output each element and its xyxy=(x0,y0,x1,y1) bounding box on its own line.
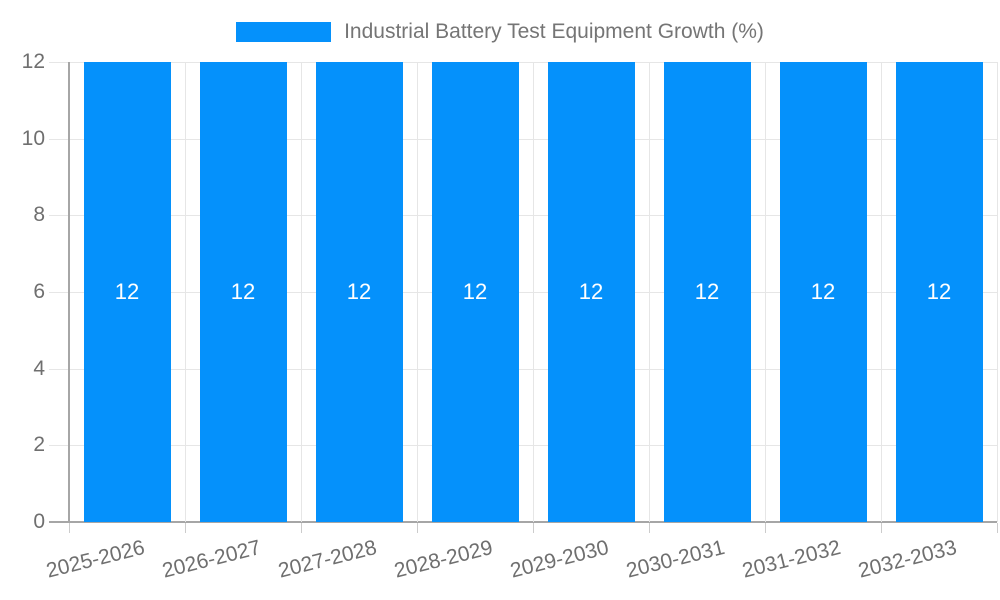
x-axis-category-label: 2030-2031 xyxy=(623,536,727,583)
x-axis-category-label: 2032-2033 xyxy=(855,536,959,583)
x-gridline xyxy=(533,62,534,522)
bar[interactable] xyxy=(547,62,635,522)
x-axis-tick xyxy=(765,523,766,533)
y-axis-line xyxy=(68,62,70,522)
x-gridline xyxy=(301,62,302,522)
y-gridline xyxy=(49,62,997,63)
bar[interactable] xyxy=(663,62,751,522)
x-axis-tick xyxy=(69,523,70,533)
x-gridline xyxy=(881,62,882,522)
x-gridline xyxy=(649,62,650,522)
bar[interactable] xyxy=(83,62,171,522)
legend: Industrial Battery Test Equipment Growth… xyxy=(0,20,1000,44)
x-axis-category-label: 2026-2027 xyxy=(159,536,263,583)
x-axis-tick xyxy=(301,523,302,533)
bar-value-label: 12 xyxy=(462,279,488,304)
y-axis-tick-label: 2 xyxy=(33,433,45,457)
x-axis-tick xyxy=(649,523,650,533)
y-gridline xyxy=(49,215,997,217)
bar[interactable] xyxy=(779,62,867,522)
x-axis-line xyxy=(49,521,997,523)
y-gridline xyxy=(49,368,997,370)
x-axis-category-label: 2025-2026 xyxy=(43,536,147,583)
y-axis-tick-label: 10 xyxy=(21,126,45,150)
y-axis-tick-label: 6 xyxy=(33,280,45,303)
x-gridline xyxy=(997,62,998,522)
bar[interactable] xyxy=(199,62,287,522)
x-gridline xyxy=(417,62,418,522)
bar-value-label: 12 xyxy=(810,279,836,304)
bar[interactable] xyxy=(315,62,403,522)
x-axis-tick xyxy=(185,523,186,533)
x-axis-tick xyxy=(417,523,418,533)
bar[interactable] xyxy=(895,62,983,522)
bar-value-label: 12 xyxy=(114,279,140,304)
y-axis-tick-label: 4 xyxy=(33,356,45,380)
x-axis-tick xyxy=(997,523,998,533)
x-axis-category-label: 2031-2032 xyxy=(739,536,843,583)
y-gridline xyxy=(49,138,997,140)
legend-swatch xyxy=(236,22,332,42)
x-axis-category-label: 2027-2028 xyxy=(275,536,379,583)
bar-value-label: 12 xyxy=(926,279,952,304)
x-gridline xyxy=(765,62,766,522)
x-gridline xyxy=(185,62,186,522)
bar-value-label: 12 xyxy=(346,279,372,304)
bar-value-label: 12 xyxy=(694,279,720,304)
y-axis-tick-label: 12 xyxy=(21,50,45,73)
bar-value-label: 12 xyxy=(578,279,604,304)
bar-value-label: 12 xyxy=(230,279,256,304)
y-axis-tick-label: 8 xyxy=(33,203,45,227)
x-axis-tick xyxy=(533,523,534,533)
legend-series-label: Industrial Battery Test Equipment Growth… xyxy=(344,20,764,43)
x-axis-category-label: 2028-2029 xyxy=(391,536,495,583)
y-gridline xyxy=(49,445,997,447)
bar[interactable] xyxy=(431,62,519,522)
x-axis-category-label: 2029-2030 xyxy=(507,536,611,583)
y-gridline xyxy=(49,292,997,293)
y-axis-tick-label: 0 xyxy=(33,510,45,533)
x-axis-tick xyxy=(881,523,882,533)
